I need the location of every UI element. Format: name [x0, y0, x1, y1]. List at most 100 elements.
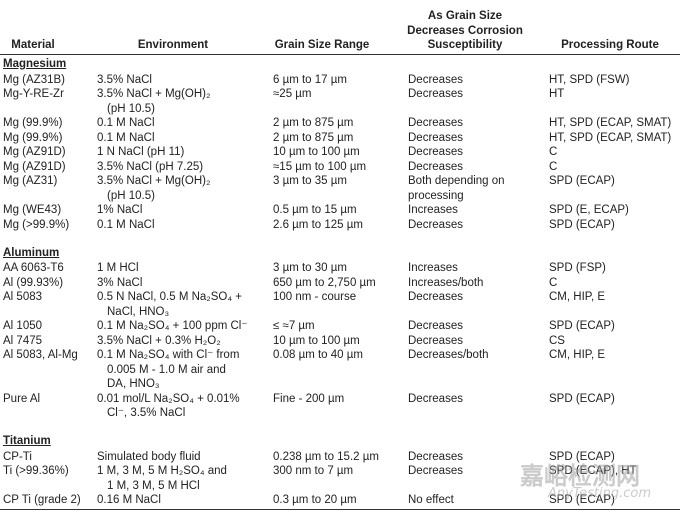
cell: 3.5% NaCl: [97, 73, 152, 86]
cell: Decreases: [408, 146, 463, 158]
cell: Decreases: [408, 160, 463, 173]
cell: SPD (FSP): [549, 262, 606, 274]
cell: CS: [549, 334, 565, 347]
cell: 0.1 M NaCl: [97, 131, 155, 144]
cell: 0.238 µm to 15.2 µm: [273, 450, 379, 463]
cell: 3.5% NaCl (pH 7.25): [97, 160, 204, 173]
cell: 10 µm to 100 µm: [273, 146, 360, 158]
cell: Al 5083: [3, 291, 43, 303]
cell: 1 M HCl: [97, 262, 139, 274]
cell: 6 µm to 17 µm: [273, 73, 347, 86]
cell: Decreases: [408, 291, 463, 303]
column-header: Susceptibility: [427, 39, 503, 51]
cell: Al 7475: [3, 334, 43, 347]
cell: C: [549, 276, 558, 289]
cell: HT: [549, 88, 565, 100]
cell: 1 N NaCl (pH 11): [97, 146, 185, 158]
cell: Decreases: [408, 392, 463, 405]
cell: 3 µm to 35 µm: [273, 175, 347, 187]
cell: Mg-Y-RE-Zr: [3, 88, 64, 100]
cell: Al 5083, Al-Mg: [3, 349, 78, 361]
cell: SPD (ECAP), HT: [549, 465, 637, 477]
cell: 2 µm to 875 µm: [273, 131, 354, 144]
cell: Simulated body fluid: [97, 450, 201, 463]
cell: SPD (ECAP): [549, 175, 615, 187]
cell: processing: [408, 189, 464, 202]
cell: Decreases: [408, 334, 463, 347]
cell: 0.3 µm to 20 µm: [273, 494, 357, 506]
cell: Decreases: [408, 320, 463, 332]
cell: HT, SPD (FSW): [549, 73, 630, 86]
column-header: Processing Route: [561, 39, 659, 51]
watermark-title: 嘉峪检测网: [520, 462, 640, 490]
cell: (pH 10.5): [107, 102, 155, 115]
column-header: As Grain Size: [427, 10, 503, 22]
cell: Decreases: [408, 131, 463, 144]
cell: SPD (ECAP): [549, 218, 615, 231]
bottom-rule: [0, 509, 680, 510]
cell: Mg (AZ91D): [3, 160, 66, 173]
cell: 3 µm to 30 µm: [273, 262, 347, 274]
cell: 0.1 M Na₂SO₄ + 100 ppm Cl⁻: [97, 320, 248, 332]
cell: CP-Ti: [3, 450, 32, 463]
cell: 3.5% NaCl + 0.3% H₂O₂: [97, 334, 221, 347]
cell: DA, HNO₃: [107, 378, 160, 390]
cell: SPD (ECAP): [549, 494, 615, 506]
cell: Mg (AZ31B): [3, 73, 65, 86]
cell: SPD (E, ECAP): [549, 204, 629, 216]
cell: Both depending on: [408, 175, 505, 187]
cell: Decreases: [408, 117, 463, 129]
cell: SPD (ECAP): [549, 392, 615, 405]
cell: HT, SPD (ECAP, SMAT): [549, 131, 672, 144]
column-header: Grain Size Range: [274, 39, 370, 51]
cell: Mg (99.9%): [3, 131, 63, 144]
cell: 3.5% NaCl + Mg(OH)₂: [97, 88, 211, 100]
cell: Mg (AZ91D): [3, 146, 66, 158]
cell: Mg (AZ31): [3, 175, 58, 187]
cell: Mg (WE43): [3, 204, 62, 216]
cell: HT, SPD (ECAP, SMAT): [549, 117, 672, 129]
cell: C: [549, 160, 558, 173]
cell: Decreases: [408, 450, 463, 463]
cell: Decreases: [408, 73, 463, 86]
cell: AA 6063-T6: [3, 262, 64, 274]
cell: 0.1 M NaCl: [97, 218, 155, 231]
cell: Decreases: [408, 218, 463, 231]
cell: Decreases: [408, 88, 463, 100]
cell: 0.5 N NaCl, 0.5 M Na₂SO₄ +: [97, 291, 242, 303]
header-rule: [0, 54, 680, 55]
cell: 10 µm to 100 µm: [273, 334, 360, 347]
cell: Decreases/both: [408, 349, 489, 361]
cell: Al 1050: [3, 320, 43, 332]
cell: Cl⁻, 3.5% NaCl: [107, 407, 186, 419]
cell: Mg (>99.9%): [3, 218, 70, 231]
cell: 100 nm - course: [273, 291, 357, 303]
cell: Pure Al: [3, 392, 41, 405]
cell: C: [549, 146, 558, 158]
cell: Mg (99.9%): [3, 117, 63, 129]
watermark-subtitle: AnyTesting.com: [548, 486, 652, 501]
column-header: Material: [11, 39, 55, 51]
cell: 0.1 M NaCl: [97, 117, 155, 129]
cell: Increases: [408, 204, 458, 216]
cell: ≈25 µm: [273, 88, 312, 100]
cell: 1 M, 3 M, 5 M H₂SO₄ and: [97, 465, 227, 477]
cell: Al (99.93%): [3, 276, 64, 289]
cell: 2 µm to 875 µm: [273, 117, 354, 129]
section-title: Magnesium: [3, 58, 67, 70]
cell: Decreases: [408, 465, 463, 477]
cell: ≈15 µm to 100 µm: [273, 160, 367, 173]
cell: SPD (ECAP): [549, 450, 615, 463]
cell: 3% NaCl: [97, 276, 143, 289]
cell: 1 M, 3 M, 5 M HCl: [107, 479, 200, 492]
cell: 2.6 µm to 125 µm: [273, 218, 363, 231]
cell: Increases/both: [408, 276, 484, 289]
cell: 0.1 M Na₂SO₄ with Cl⁻ from: [97, 349, 240, 361]
cell: 1% NaCl: [97, 204, 143, 216]
cell: 0.08 µm to 40 µm: [273, 349, 363, 361]
column-header: Environment: [137, 39, 209, 51]
cell: ≤ ≈7 µm: [273, 320, 315, 332]
cell: Ti (>99.36%): [3, 465, 69, 477]
cell: NaCl, HNO₃: [107, 305, 170, 318]
